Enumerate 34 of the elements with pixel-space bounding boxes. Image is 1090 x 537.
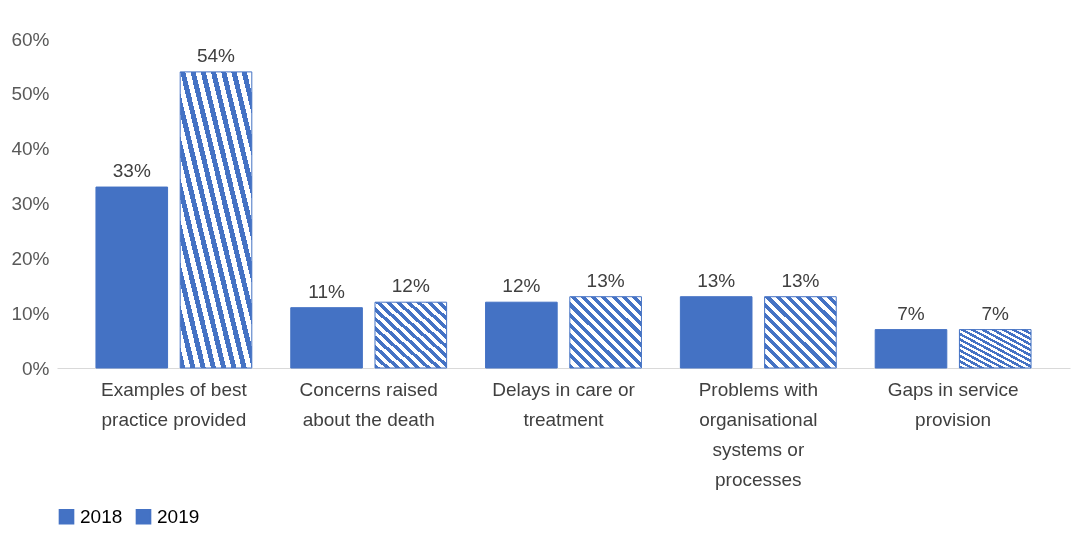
x-tick-label: Gaps in service provision [887,378,1019,430]
y-tick-label: 40% [11,138,50,160]
bar [958,329,1032,369]
bar [290,307,363,369]
data-label: 11% [308,280,345,302]
y-tick-label: 0% [22,357,50,379]
bar [679,296,753,369]
data-label: 12% [391,275,430,297]
bar [569,296,642,369]
y-tick-label: 10% [11,302,50,324]
bar [95,186,169,369]
data-label: 13% [697,269,736,291]
bar [485,301,558,369]
y-tick-label: 50% [11,83,50,105]
bar [374,301,448,369]
data-label: 13% [781,269,820,291]
y-tick-label: 20% [11,247,50,269]
data-label: 33% [112,160,151,182]
bar [874,329,948,369]
x-tick-label: Problems with organisational systems or processes [698,378,818,490]
legend-label: 2018 [80,505,123,527]
data-label: 54% [196,44,236,66]
bar [179,71,253,369]
bar [764,296,837,369]
x-tick-label: Examples of best practice provided [101,378,248,430]
y-tick-label: 30% [11,193,50,214]
data-label: 12% [502,275,541,297]
data-label: 7% [981,302,1010,324]
x-tick-label: Concerns raised about the death [299,378,438,430]
data-label: 7% [897,302,925,324]
x-tick-label: Delays in care or treatment [492,378,636,430]
y-tick-label: 60% [11,28,50,50]
legend-label: 2019 [157,505,200,527]
data-label: 13% [586,269,625,291]
